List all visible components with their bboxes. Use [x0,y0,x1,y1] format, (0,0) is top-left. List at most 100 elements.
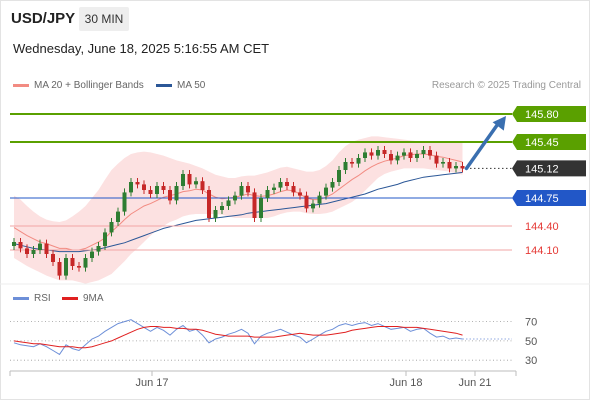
candle [350,158,354,168]
legend-ma20-bb: MA 20 + Bollinger Bands [13,80,144,91]
candle-body [109,222,114,233]
candle-body [200,181,205,190]
candle-body [259,198,263,218]
candle-body [122,192,127,212]
candle [226,196,231,210]
rsi-tick-label: 50 [525,336,537,348]
ma9-swatch [62,297,78,300]
candle [382,146,387,158]
chart-datetime: Wednesday, June 18, 2025 5:16:55 AM CET [13,41,270,56]
candle [103,228,107,250]
candle-body [148,190,153,194]
candle [77,262,81,272]
legend-ma20-label: MA 20 + Bollinger Bands [34,80,144,91]
candle-body [70,258,75,266]
candle-body [207,190,211,218]
candle [421,146,426,158]
candle-body [460,166,465,169]
candle [304,191,309,213]
timeframe-button[interactable]: 30 MIN [79,7,129,31]
candle-body [129,182,133,193]
candle [434,151,439,168]
candle-body [317,195,322,204]
legend-ma50-label: MA 50 [177,80,206,91]
candle [311,199,315,213]
candle-body [239,186,244,196]
candle-body [44,243,49,254]
candle-body [278,182,283,188]
candle-body [168,190,172,201]
rsi-line [13,319,463,356]
candle-body [447,162,452,169]
candle-body [298,192,302,196]
candle [90,247,94,262]
candle [428,146,432,160]
candle-body [226,200,231,206]
ma20-line [13,153,463,251]
candle [317,191,322,208]
legend-9ma-label: 9MA [83,293,104,304]
ma20-swatch [13,84,29,87]
candle-body [389,154,393,161]
candle-body [246,186,250,193]
candle [194,177,198,189]
candle-body [291,186,296,193]
candle [369,148,374,160]
candle [246,182,250,197]
candle-body [441,162,445,164]
candle-body [51,254,55,262]
level-label-145.12: 145.12 [525,163,559,175]
candle [298,188,302,200]
candle-body [337,170,341,182]
candle [83,254,88,272]
candle [363,148,367,162]
candle [330,178,335,192]
candle-body [304,195,309,209]
candle-body [57,262,62,276]
candle [291,182,296,197]
candle [454,162,458,173]
level-tag-144.75 [512,190,586,206]
candle-body [233,195,237,201]
level-tag-145.45 [512,134,586,150]
candle [337,166,341,186]
candle [57,258,62,280]
candle [129,178,133,197]
candle [148,186,153,198]
candle [207,186,211,222]
candle [272,183,276,194]
candle-body [77,266,81,268]
candle [265,186,270,202]
candle-body [161,186,166,190]
x-tick-label: Jun 17 [135,377,168,389]
candle-body [421,150,426,154]
candle [187,170,192,189]
research-credit: Research © 2025 Trading Central [431,80,581,91]
candle-body [103,232,107,246]
symbol-title: USD/JPY [11,10,76,27]
candle-body [252,192,257,218]
level-label-144.75: 144.75 [525,193,559,205]
projection-arrow-head [492,116,506,131]
candle-body [350,162,354,164]
candle-body [376,150,380,156]
candle-body [415,154,419,158]
rsi-tick-label: 30 [525,355,537,367]
candle [356,154,361,168]
candle [447,158,452,173]
candle [252,188,257,222]
ma50-swatch [156,84,172,87]
legend-9ma: 9MA [62,293,104,304]
candle [12,238,16,250]
candle-body [213,210,218,218]
candle-body [96,246,101,252]
candle [239,182,244,200]
x-tick-label: Jun 18 [389,377,422,389]
candle [402,148,406,160]
level-label-145.80: 145.80 [525,109,559,121]
candle-body [220,206,224,210]
candle-body [272,187,276,190]
candle-body [363,152,367,158]
candle-body [324,187,328,196]
